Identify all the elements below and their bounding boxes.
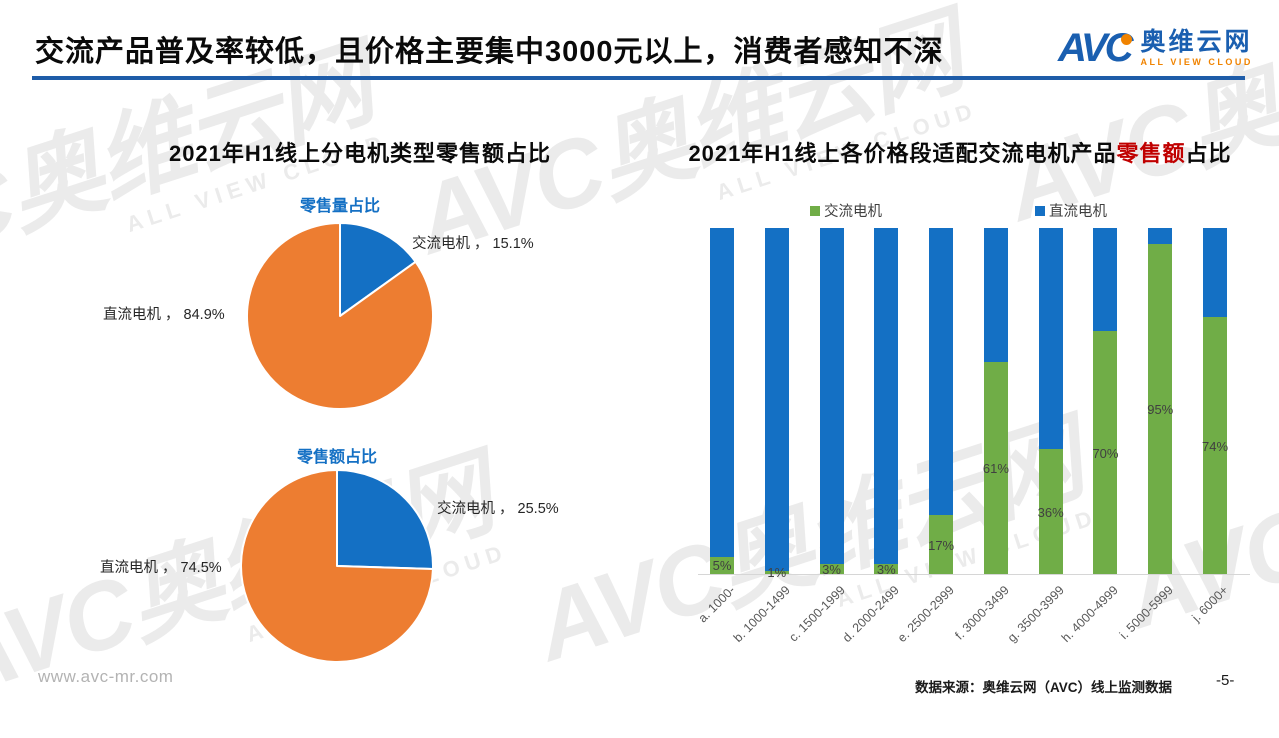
bar-segment-ac <box>983 362 1008 574</box>
bar-segment-dc <box>929 228 954 516</box>
x-axis-label: a. 1000- <box>695 583 738 626</box>
bar-segment-ac <box>819 563 844 574</box>
bar-data-label: 70% <box>1092 445 1119 461</box>
x-axis-label: d. 2000-2499 <box>840 583 903 646</box>
legend-label-dc: 直流电机 <box>1049 204 1107 220</box>
bar-data-label: 3% <box>822 561 841 577</box>
pie-slice-直流电机 <box>240 469 434 663</box>
bar-data-label: 1% <box>767 565 787 581</box>
bar-segment-ac <box>1093 331 1118 574</box>
right-title-suffix: 占比 <box>1185 141 1232 166</box>
bar-data-label: 3% <box>876 561 896 577</box>
pie-chart-volume <box>246 222 434 410</box>
pie2-subtitle: 零售额占比 <box>296 449 377 466</box>
bar-data-label: 5% <box>712 558 732 574</box>
bar-data-label: 61% <box>982 461 1009 477</box>
right-title-highlight: 零售额 <box>1116 141 1186 166</box>
legend-item-dc: 直流电机 <box>1035 200 1107 221</box>
x-axis-label: c. 1500-1999 <box>785 583 848 645</box>
x-axis-label: e. 2500-2999 <box>895 583 958 646</box>
title-underline <box>32 76 1245 80</box>
x-axis-label: j. 6000+ <box>1189 583 1231 625</box>
bar-data-label: 95% <box>1147 402 1174 418</box>
pie-chart-value <box>240 469 434 663</box>
logo-text-block: 奥维云网 ALL VIEW CLOUD <box>1140 28 1253 67</box>
logo-orange-dot-icon <box>1121 34 1133 45</box>
pie1-label-dc: 直流电机 ， 84.9% <box>103 307 225 323</box>
bar-data-label: 17% <box>928 537 955 553</box>
avc-logo-letters: AVC <box>1058 26 1134 70</box>
logo-company-name: 奥维云网 <box>1140 28 1253 57</box>
x-axis-label: h. 4000-4999 <box>1059 583 1122 646</box>
avc-logo: AVC 奥维云网 ALL VIEW CLOUD <box>1058 24 1258 72</box>
logo-tagline: ALL VIEW CLOUD <box>1140 56 1253 67</box>
x-axis-label: f. 3000-3499 <box>952 583 1012 643</box>
bar-segment-ac <box>1203 317 1228 574</box>
bar-segment-dc <box>874 228 899 565</box>
legend-label-ac: 交流电机 <box>824 204 882 220</box>
x-axis-label: i. 5000-5999 <box>1117 583 1177 643</box>
bar-segment-ac <box>764 570 789 574</box>
left-chart-title: 2021年H1线上分电机类型零售额占比 <box>168 141 552 166</box>
bar-segment-ac <box>874 563 899 574</box>
bar-data-label: 36% <box>1037 504 1064 520</box>
page-number: -5- <box>1216 672 1235 689</box>
slide: 交流产品普及率较低，且价格主要集中3000元以上，消费者感知不深 AVC 奥维云… <box>32 24 1265 695</box>
bar-segment-ac <box>929 515 954 574</box>
x-axis-label: g. 3500-3999 <box>1004 583 1067 646</box>
right-chart-title: 2021年H1线上各价格段适配交流电机产品零售额占比 <box>655 136 1265 168</box>
bar-segment-dc <box>1203 228 1228 319</box>
pie-slice-交流电机 <box>336 469 434 571</box>
legend-swatch-green-icon <box>810 205 820 216</box>
pie2-label-ac: 交流电机 ， 25.5% <box>437 501 559 517</box>
right-title-prefix: 2021年H1线上各价格段适配交流电机产品 <box>688 141 1117 166</box>
bar-segment-dc <box>1093 228 1118 333</box>
website-url: www.avc-mr.com <box>38 667 174 686</box>
bar-segment-dc <box>1148 228 1173 246</box>
bar-segment-dc <box>819 228 844 565</box>
x-axis-label: b. 1000-1499 <box>730 583 793 646</box>
stacked-bar-chart: 5% a. 1000- 1% b. 1000-1499 3% c. 1500-1999 3%… <box>696 228 1250 645</box>
bar-segment-ac <box>1148 244 1173 574</box>
legend-item-ac: 交流电机 <box>810 200 882 221</box>
bar-segment-dc <box>710 228 734 558</box>
pie1-subtitle: 零售量占比 <box>299 198 380 215</box>
legend-swatch-blue-icon <box>1035 205 1045 216</box>
bar-segment-dc <box>1038 228 1063 451</box>
bar-segment-dc <box>764 228 789 572</box>
data-source-note: 数据来源：奥维云网（AVC）线上监测数据 <box>915 680 1173 695</box>
pie1-label-ac: 交流电机 ， 15.1% <box>412 236 534 252</box>
bar-segment-dc <box>983 228 1008 364</box>
pie-slice-直流电机 <box>246 222 434 410</box>
bar-segment-ac <box>710 556 734 574</box>
bar-data-label: 74% <box>1202 438 1229 454</box>
bar-segment-ac <box>1038 449 1063 574</box>
page-title: 交流产品普及率较低，且价格主要集中3000元以上，消费者感知不深 <box>35 36 944 68</box>
pie-slice-交流电机 <box>339 222 417 317</box>
pie2-label-dc: 直流电机 ， 74.5% <box>100 560 222 576</box>
